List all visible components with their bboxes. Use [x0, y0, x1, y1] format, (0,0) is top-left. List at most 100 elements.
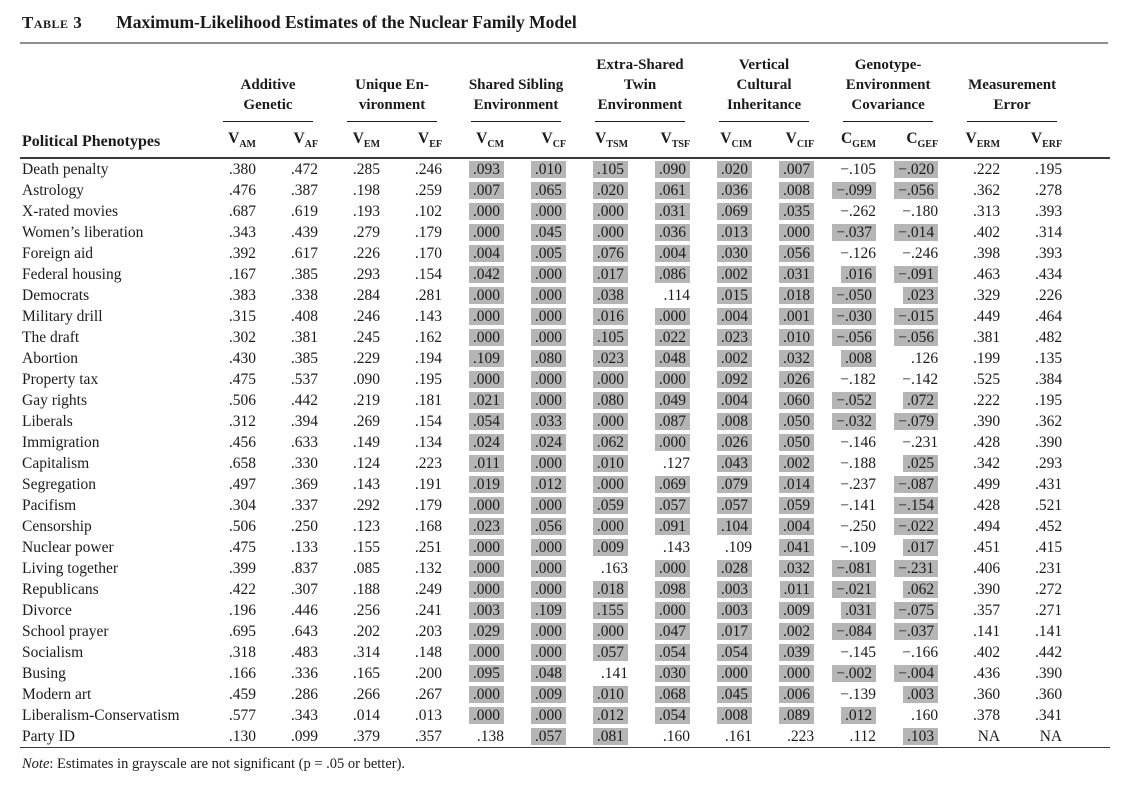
value-cell: −.002: [826, 663, 888, 684]
value-cell: .837: [290, 560, 319, 578]
value-cell: .002: [702, 264, 764, 285]
column-group-header: Unique En-vironment: [355, 76, 429, 113]
grayscale-value: .081: [592, 728, 629, 746]
value-cell: .446: [290, 602, 319, 620]
grayscale-value: .045: [716, 686, 753, 704]
row-label: Gay rights: [22, 392, 88, 410]
value-cell: −.020: [888, 158, 950, 180]
row-label: Democrats: [22, 287, 90, 305]
row-spacer: [1074, 348, 1110, 369]
value-cell: .010: [578, 684, 640, 705]
grayscale-value: .006: [778, 686, 815, 704]
value-cell: .141: [972, 623, 1001, 641]
grayscale-value: .000: [778, 665, 815, 683]
value-cell: .109: [516, 600, 578, 621]
value-cell: .000: [516, 495, 578, 516]
value-cell: .085: [352, 560, 381, 578]
value-cell: −.142: [902, 371, 939, 389]
value-cell: .124: [352, 455, 381, 473]
value-cell: .019: [454, 474, 516, 495]
value-cell: .181: [414, 392, 443, 410]
note-body: : Estimates in grayscale are not signifi…: [49, 756, 406, 773]
row-label: Liberals: [22, 413, 73, 431]
value-cell: .109: [454, 348, 516, 369]
group-underline-rule: [966, 121, 1058, 123]
value-cell: −.056: [888, 180, 950, 201]
grayscale-value: .069: [654, 476, 691, 494]
value-cell: .011: [764, 579, 826, 600]
grayscale-value: .103: [902, 728, 939, 746]
value-cell: .422: [228, 581, 256, 599]
value-cell: .167: [228, 266, 256, 284]
value-cell: .219: [352, 392, 381, 410]
column-header-CGEM: CGEM: [840, 130, 877, 151]
value-cell: .160: [910, 707, 939, 725]
value-cell: NA: [1039, 728, 1063, 746]
grayscale-value: −.056: [894, 329, 939, 347]
value-cell: .138: [476, 728, 505, 746]
value-cell: .023: [454, 516, 516, 537]
grayscale-value: −.015: [894, 308, 939, 326]
value-cell: .284: [352, 287, 381, 305]
value-cell: .025: [888, 453, 950, 474]
value-cell: .431: [1034, 476, 1063, 494]
column-group-header: Shared Sibling Environment: [468, 76, 564, 113]
value-cell: .141: [1034, 623, 1063, 641]
grayscale-value: .012: [530, 476, 567, 494]
value-cell: .014: [352, 707, 381, 725]
value-cell: .362: [972, 182, 1001, 200]
group-underline: [826, 116, 950, 126]
value-cell: .031: [826, 600, 888, 621]
header-spacer: [1074, 44, 1110, 158]
table-row: Party ID .130 .099 .379 .357 .138 .057 .081 .160…: [20, 726, 1110, 748]
value-cell: .188: [352, 581, 381, 599]
table-row: Divorce .196 .446 .256 .241 .003 .109 .155 .000.…: [20, 600, 1110, 621]
value-cell: .028: [702, 558, 764, 579]
value-cell: .000: [516, 306, 578, 327]
value-cell: .449: [972, 308, 1001, 326]
grayscale-value: .003: [902, 686, 939, 704]
grayscale-value: .090: [654, 161, 691, 179]
value-cell: .048: [516, 663, 578, 684]
value-cell: .009: [578, 537, 640, 558]
value-cell: .617: [290, 245, 319, 263]
column-group-header: Additive Genetic: [240, 76, 296, 113]
row-spacer: [1074, 327, 1110, 348]
value-cell: .014: [764, 474, 826, 495]
value-cell: .017: [888, 537, 950, 558]
row-spacer: [1074, 495, 1110, 516]
value-cell: .155: [578, 600, 640, 621]
value-cell: .459: [228, 686, 256, 704]
grayscale-value: −.037: [894, 623, 939, 641]
value-cell: .408: [290, 308, 319, 326]
value-cell: .428: [972, 497, 1001, 515]
value-cell: .000: [640, 600, 702, 621]
value-cell: .132: [414, 560, 443, 578]
value-cell: .003: [888, 684, 950, 705]
grayscale-value: .033: [530, 413, 567, 431]
value-cell: .007: [764, 158, 826, 180]
grayscale-value: .000: [530, 329, 567, 347]
value-cell: .031: [640, 201, 702, 222]
value-cell: .081: [578, 726, 640, 748]
row-spacer: [1074, 705, 1110, 726]
value-cell: .004: [640, 243, 702, 264]
column-header-VCIF: VCIF: [785, 130, 815, 151]
value-cell: .195: [1034, 392, 1063, 410]
group-underline-rule: [718, 121, 810, 123]
value-cell: .193: [352, 203, 381, 221]
value-cell: .032: [764, 348, 826, 369]
grayscale-value: −.022: [894, 518, 939, 536]
grayscale-value: −.002: [832, 665, 877, 683]
value-cell: .179: [414, 497, 443, 515]
value-cell: .390: [1034, 434, 1063, 452]
table-row: Death penalty .380 .472 .285 .246 .093 .010 .10…: [20, 158, 1110, 180]
value-cell: .114: [663, 287, 691, 305]
value-cell: .057: [516, 726, 578, 748]
value-cell: .000: [454, 642, 516, 663]
value-cell: .102: [414, 203, 443, 221]
table-row: Living together .399 .837 .085 .132 .000 .000.…: [20, 558, 1110, 579]
value-cell: −.091: [888, 264, 950, 285]
row-label: Liberalism-Conservatism: [22, 707, 180, 725]
grayscale-value: .016: [840, 266, 877, 284]
